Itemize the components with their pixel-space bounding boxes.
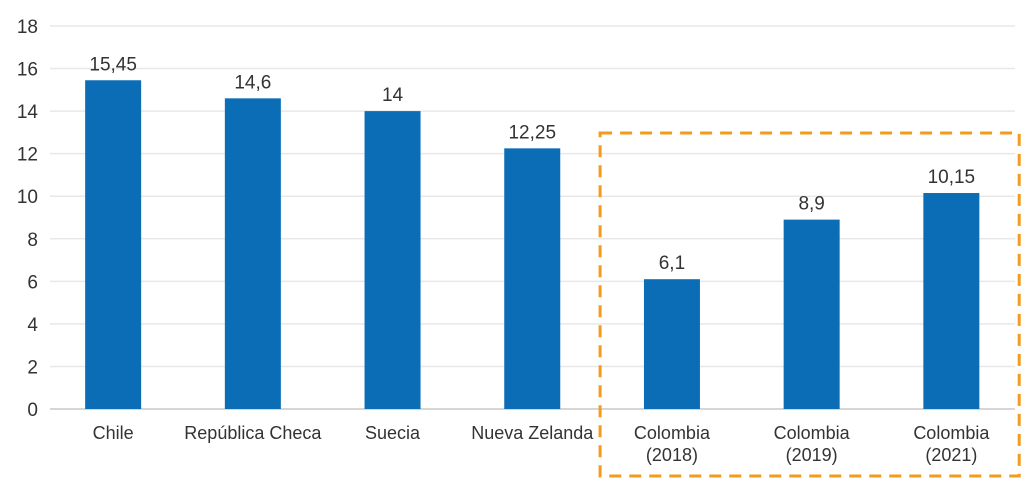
data-label: 6,1 bbox=[659, 253, 685, 274]
x-tick-label: (2021) bbox=[925, 445, 977, 465]
x-tick-label: Colombia bbox=[634, 423, 711, 443]
bar bbox=[224, 98, 281, 409]
x-tick-label: República Checa bbox=[184, 423, 322, 443]
bar bbox=[504, 148, 561, 409]
bar bbox=[85, 80, 142, 409]
x-tick-label: (2018) bbox=[646, 445, 698, 465]
x-tick-label: (2019) bbox=[786, 445, 838, 465]
y-tick-label: 0 bbox=[27, 400, 38, 421]
y-tick-label: 14 bbox=[17, 102, 39, 123]
data-label: 15,45 bbox=[89, 54, 137, 75]
data-label: 10,15 bbox=[928, 167, 976, 188]
x-tick-label: Nueva Zelanda bbox=[471, 423, 594, 443]
x-tick-label: Colombia bbox=[913, 423, 990, 443]
x-tick-label: Suecia bbox=[365, 423, 421, 443]
y-tick-label: 6 bbox=[27, 272, 38, 293]
y-tick-label: 2 bbox=[27, 357, 38, 378]
x-tick-label: Colombia bbox=[774, 423, 851, 443]
bar bbox=[783, 219, 840, 409]
y-tick-label: 4 bbox=[27, 315, 38, 336]
x-tick-label: Chile bbox=[93, 423, 134, 443]
bar bbox=[643, 279, 700, 409]
y-tick-label: 18 bbox=[17, 17, 38, 38]
data-label: 14,6 bbox=[234, 72, 271, 93]
data-label: 8,9 bbox=[798, 194, 824, 215]
y-tick-label: 16 bbox=[17, 60, 38, 81]
y-tick-label: 12 bbox=[17, 145, 38, 166]
y-tick-label: 10 bbox=[17, 187, 38, 208]
data-label: 12,25 bbox=[508, 122, 556, 143]
bar bbox=[364, 111, 421, 409]
bar bbox=[923, 193, 980, 409]
y-tick-label: 8 bbox=[27, 230, 38, 251]
highlight-box bbox=[598, 131, 1021, 478]
data-label: 14 bbox=[382, 85, 404, 106]
